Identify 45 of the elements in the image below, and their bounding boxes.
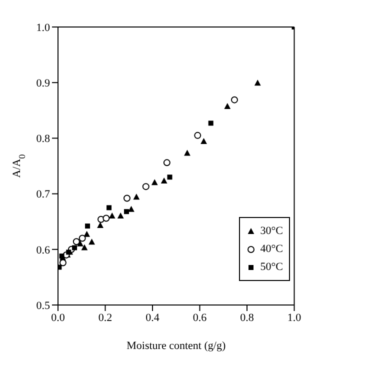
y-tick-label: 0.5 xyxy=(36,300,50,312)
point xyxy=(78,234,86,242)
point xyxy=(108,212,116,219)
x-tick-label: 1.0 xyxy=(287,312,302,324)
y-tick-label: 0.7 xyxy=(36,188,50,201)
point xyxy=(167,174,172,180)
point xyxy=(72,238,80,246)
point xyxy=(151,179,158,186)
x-tick-label: 0.2 xyxy=(98,312,112,324)
point xyxy=(160,178,168,184)
point xyxy=(85,224,90,229)
x-tick-label: 0.8 xyxy=(240,312,254,324)
point xyxy=(81,244,88,250)
point xyxy=(117,212,124,219)
x-tick-label: 0.6 xyxy=(192,312,208,324)
y-tick-label: 0.6 xyxy=(36,244,50,256)
point xyxy=(84,230,90,237)
point xyxy=(142,183,150,190)
point xyxy=(200,138,207,144)
point xyxy=(230,96,238,104)
y-tick-label: 0.8 xyxy=(36,133,50,146)
point xyxy=(77,240,84,246)
point xyxy=(254,80,261,86)
point xyxy=(184,150,190,156)
y-tick-label: 0.9 xyxy=(36,78,50,90)
point xyxy=(106,205,112,210)
point xyxy=(102,214,110,222)
x-tick-label: 0.0 xyxy=(51,312,66,324)
y-tick-label: 1.0 xyxy=(36,22,50,34)
x-axis-title: Moisture content (g/g) xyxy=(126,340,226,352)
point xyxy=(124,209,130,214)
point xyxy=(59,259,66,266)
point xyxy=(194,132,202,139)
point xyxy=(208,120,214,126)
legend-label: 50°C xyxy=(260,260,283,275)
point xyxy=(58,264,62,270)
point xyxy=(88,238,95,245)
point xyxy=(224,103,231,110)
point xyxy=(133,194,140,200)
legend-label: 30°C xyxy=(260,224,283,239)
x-tick-label: 0.4 xyxy=(146,312,160,324)
point xyxy=(72,245,78,250)
point xyxy=(123,194,130,202)
legend-label: 40°C xyxy=(260,242,283,257)
point xyxy=(163,159,170,166)
